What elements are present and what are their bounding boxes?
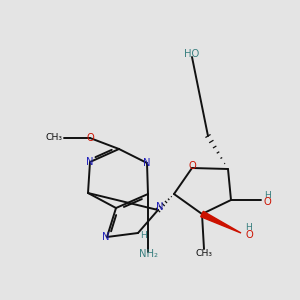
Text: H: H [245, 224, 252, 232]
Text: CH₃: CH₃ [196, 248, 212, 257]
Text: CH₃: CH₃ [45, 134, 62, 142]
Text: NH₂: NH₂ [139, 249, 158, 259]
Polygon shape [201, 211, 241, 233]
Text: N: N [143, 158, 151, 168]
Text: H: H [141, 230, 147, 239]
Text: N: N [156, 202, 164, 212]
Text: O: O [245, 230, 253, 240]
Text: O: O [86, 133, 94, 143]
Text: HO: HO [184, 49, 200, 59]
Text: N: N [86, 157, 94, 167]
Text: O: O [188, 161, 196, 171]
Text: H: H [264, 190, 271, 200]
Text: N: N [102, 232, 110, 242]
Text: O: O [264, 197, 272, 207]
